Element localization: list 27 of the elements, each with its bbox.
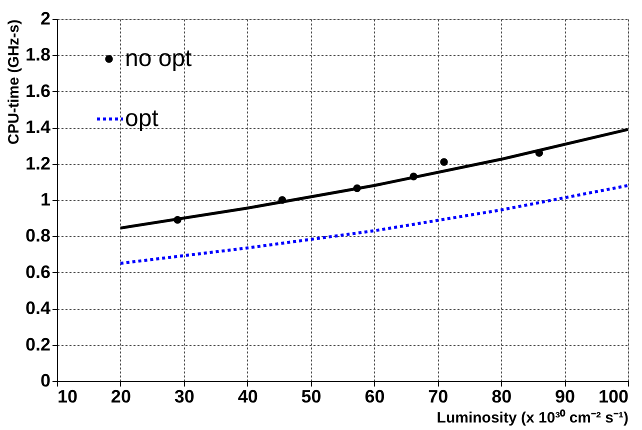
y-tick-label: 1.2 xyxy=(25,153,50,174)
y-tick-label: 1 xyxy=(40,190,50,210)
x-tick-label: 100 xyxy=(598,386,628,406)
y-tick-label: 1.6 xyxy=(25,80,50,101)
x-tick-label: 90 xyxy=(555,386,576,406)
x-tick-label: 20 xyxy=(110,386,131,406)
y-tick-label: 0.4 xyxy=(25,298,50,318)
point xyxy=(440,158,448,166)
x-tick-label: 80 xyxy=(492,386,512,406)
y-tick-label: 0.8 xyxy=(25,226,50,246)
y-axis-title: CPU-time (GHz-s) xyxy=(5,20,22,145)
legend-label: no opt xyxy=(125,45,192,72)
x-tick-label: 10 xyxy=(58,386,78,406)
y-tick-label: 0.2 xyxy=(25,334,50,354)
y-tick-label: 0.6 xyxy=(25,262,50,282)
legend-label: opt xyxy=(125,105,159,132)
y-tick-label: 0 xyxy=(40,370,50,390)
x-tick-label: 70 xyxy=(428,386,448,406)
y-tick-label: 1.4 xyxy=(25,117,50,138)
y-tick-label: 1.8 xyxy=(25,44,50,65)
x-tick-label: 30 xyxy=(174,386,194,406)
x-tick-label: 40 xyxy=(238,386,258,406)
y-tick-label: 2 xyxy=(40,8,50,28)
x-tick-label: 50 xyxy=(301,386,322,406)
x-axis-title: Luminosity (x 10³⁰ cm⁻² s⁻¹) xyxy=(436,408,628,426)
x-tick-label: 60 xyxy=(364,386,385,406)
line-series xyxy=(118,184,630,265)
